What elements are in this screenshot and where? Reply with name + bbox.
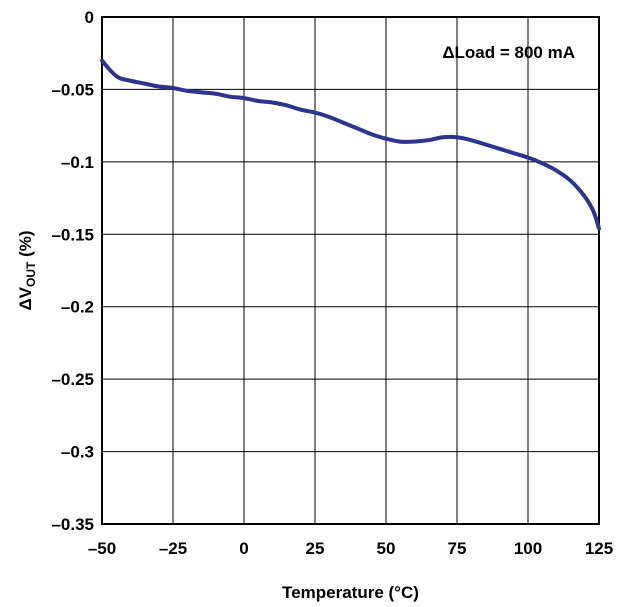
x-tick-label: 75 xyxy=(448,539,467,558)
y-tick-label: –0.15 xyxy=(51,225,94,244)
plot-frame xyxy=(101,16,600,525)
y-axis-title-subscript: OUT xyxy=(24,261,38,287)
x-tick-label: 0 xyxy=(239,539,248,558)
x-tick-label: 125 xyxy=(585,539,613,558)
y-axis-title-prefix: ΔV xyxy=(16,286,35,310)
y-tick-label: –0.05 xyxy=(51,80,94,99)
y-tick-label: –0.35 xyxy=(51,515,94,534)
y-tick-label: –0.25 xyxy=(51,370,94,389)
y-axis-title-suffix: (%) xyxy=(16,230,35,261)
x-axis-title: Temperature (°C) xyxy=(282,583,419,602)
x-tick-label: 25 xyxy=(306,539,325,558)
x-tick-labels: –50 –25 0 25 50 75 100 125 xyxy=(88,539,613,558)
y-tick-labels: 0 –0.05 –0.1 –0.15 –0.2 –0.25 –0.3 –0.35 xyxy=(51,8,94,534)
grid-lines xyxy=(102,17,599,524)
x-tick-label: –25 xyxy=(159,539,187,558)
x-tick-label: 100 xyxy=(514,539,542,558)
annotation-label: ΔLoad = 800 mA xyxy=(442,43,575,62)
x-tick-label: 50 xyxy=(377,539,396,558)
y-axis-title: ΔVOUT (%) xyxy=(16,230,38,310)
y-tick-label: –0.2 xyxy=(61,298,94,317)
series-line xyxy=(100,58,601,231)
y-tick-label: –0.1 xyxy=(61,153,94,172)
y-tick-label: 0 xyxy=(85,8,94,27)
x-tick-label: –50 xyxy=(88,539,116,558)
y-tick-label: –0.3 xyxy=(61,443,94,462)
